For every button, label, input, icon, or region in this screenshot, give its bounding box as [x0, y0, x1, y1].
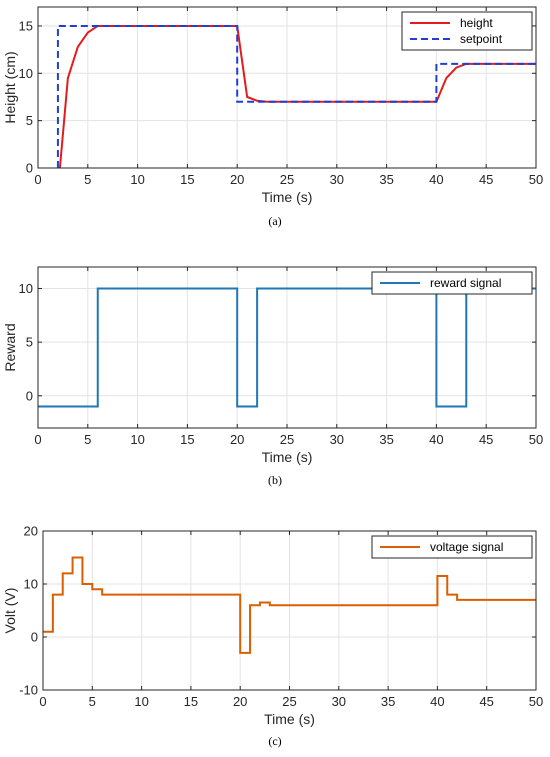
x-tick-label: 45: [479, 694, 493, 709]
x-tick-label: 25: [282, 694, 296, 709]
y-axis-label: Volt (V): [2, 588, 18, 634]
x-tick-label: 35: [381, 694, 395, 709]
y-tick-label: -10: [19, 683, 38, 698]
x-axis-label: Time (s): [262, 449, 313, 465]
legend-label: reward signal: [430, 276, 501, 290]
axes-frame: [42, 530, 537, 691]
x-tick-label: 40: [429, 432, 443, 447]
x-tick-label: 25: [280, 172, 294, 187]
legend-box: [371, 535, 533, 559]
x-tick-label: 15: [180, 432, 194, 447]
x-tick-label: 0: [34, 432, 41, 447]
x-tick-label: 50: [529, 172, 543, 187]
y-tick-label: 15: [19, 18, 33, 33]
x-tick-label: 20: [233, 694, 247, 709]
x-tick-label: 20: [230, 172, 244, 187]
y-tick-label: 5: [26, 335, 33, 350]
y-tick-label: 5: [26, 113, 33, 128]
series-line-setpoint: [56, 24, 536, 168]
x-tick-label: 10: [134, 694, 148, 709]
x-tick-label: 50: [529, 694, 543, 709]
axes-frame: [37, 6, 537, 169]
y-tick-label: 0: [26, 388, 33, 403]
x-tick-label: 25: [280, 432, 294, 447]
y-axis-label: Reward: [2, 323, 18, 371]
y-tick-label: 10: [19, 66, 33, 81]
x-tick-label: 20: [230, 432, 244, 447]
legend-box: [401, 11, 533, 51]
series-line-voltage-signal: [43, 556, 536, 654]
x-tick-label: 30: [330, 172, 344, 187]
x-tick-label: 0: [34, 172, 41, 187]
legend-box: [371, 271, 533, 295]
x-tick-label: 0: [39, 694, 46, 709]
x-tick-label: 50: [529, 432, 543, 447]
x-axis-label: Time (s): [262, 189, 313, 205]
y-axis-label: Height (cm): [2, 51, 18, 123]
x-tick-label: 30: [330, 432, 344, 447]
legend-label: setpoint: [460, 32, 503, 46]
x-tick-label: 5: [84, 432, 91, 447]
x-tick-label: 30: [332, 694, 346, 709]
series-line-reward-signal: [38, 287, 536, 408]
y-tick-label: 0: [31, 630, 38, 645]
x-tick-label: 10: [130, 172, 144, 187]
x-tick-label: 40: [429, 172, 443, 187]
panel-caption: (a): [268, 214, 281, 228]
y-tick-label: 20: [24, 524, 38, 539]
legend-label: height: [460, 16, 493, 30]
y-tick-label: 0: [26, 161, 33, 176]
x-tick-label: 15: [184, 694, 198, 709]
legend-label: voltage signal: [430, 540, 503, 554]
x-tick-label: 5: [89, 694, 96, 709]
x-tick-label: 15: [180, 172, 194, 187]
x-axis-label: Time (s): [264, 711, 315, 727]
chart-panel-b: 0 5 10 15 20 25 30 35 40 45 50 0 5 10 reward signal Tim…: [2, 266, 543, 487]
panel-caption: (c): [268, 734, 281, 748]
y-tick-label: 10: [24, 577, 38, 592]
x-tick-label: 35: [379, 432, 393, 447]
chart-panel-a: 0 5 10 15 20 25 30 35 40 45 50 0 5 10 15 height setpoint…: [2, 6, 543, 228]
y-tick-label: 10: [19, 281, 33, 296]
x-tick-label: 35: [379, 172, 393, 187]
panel-caption: (b): [268, 473, 282, 487]
series-line-height: [58, 24, 536, 168]
x-tick-label: 5: [84, 172, 91, 187]
x-tick-label: 40: [430, 694, 444, 709]
x-tick-label: 10: [130, 432, 144, 447]
x-tick-label: 45: [479, 172, 493, 187]
x-tick-label: 45: [479, 432, 493, 447]
axes-frame: [37, 266, 537, 429]
